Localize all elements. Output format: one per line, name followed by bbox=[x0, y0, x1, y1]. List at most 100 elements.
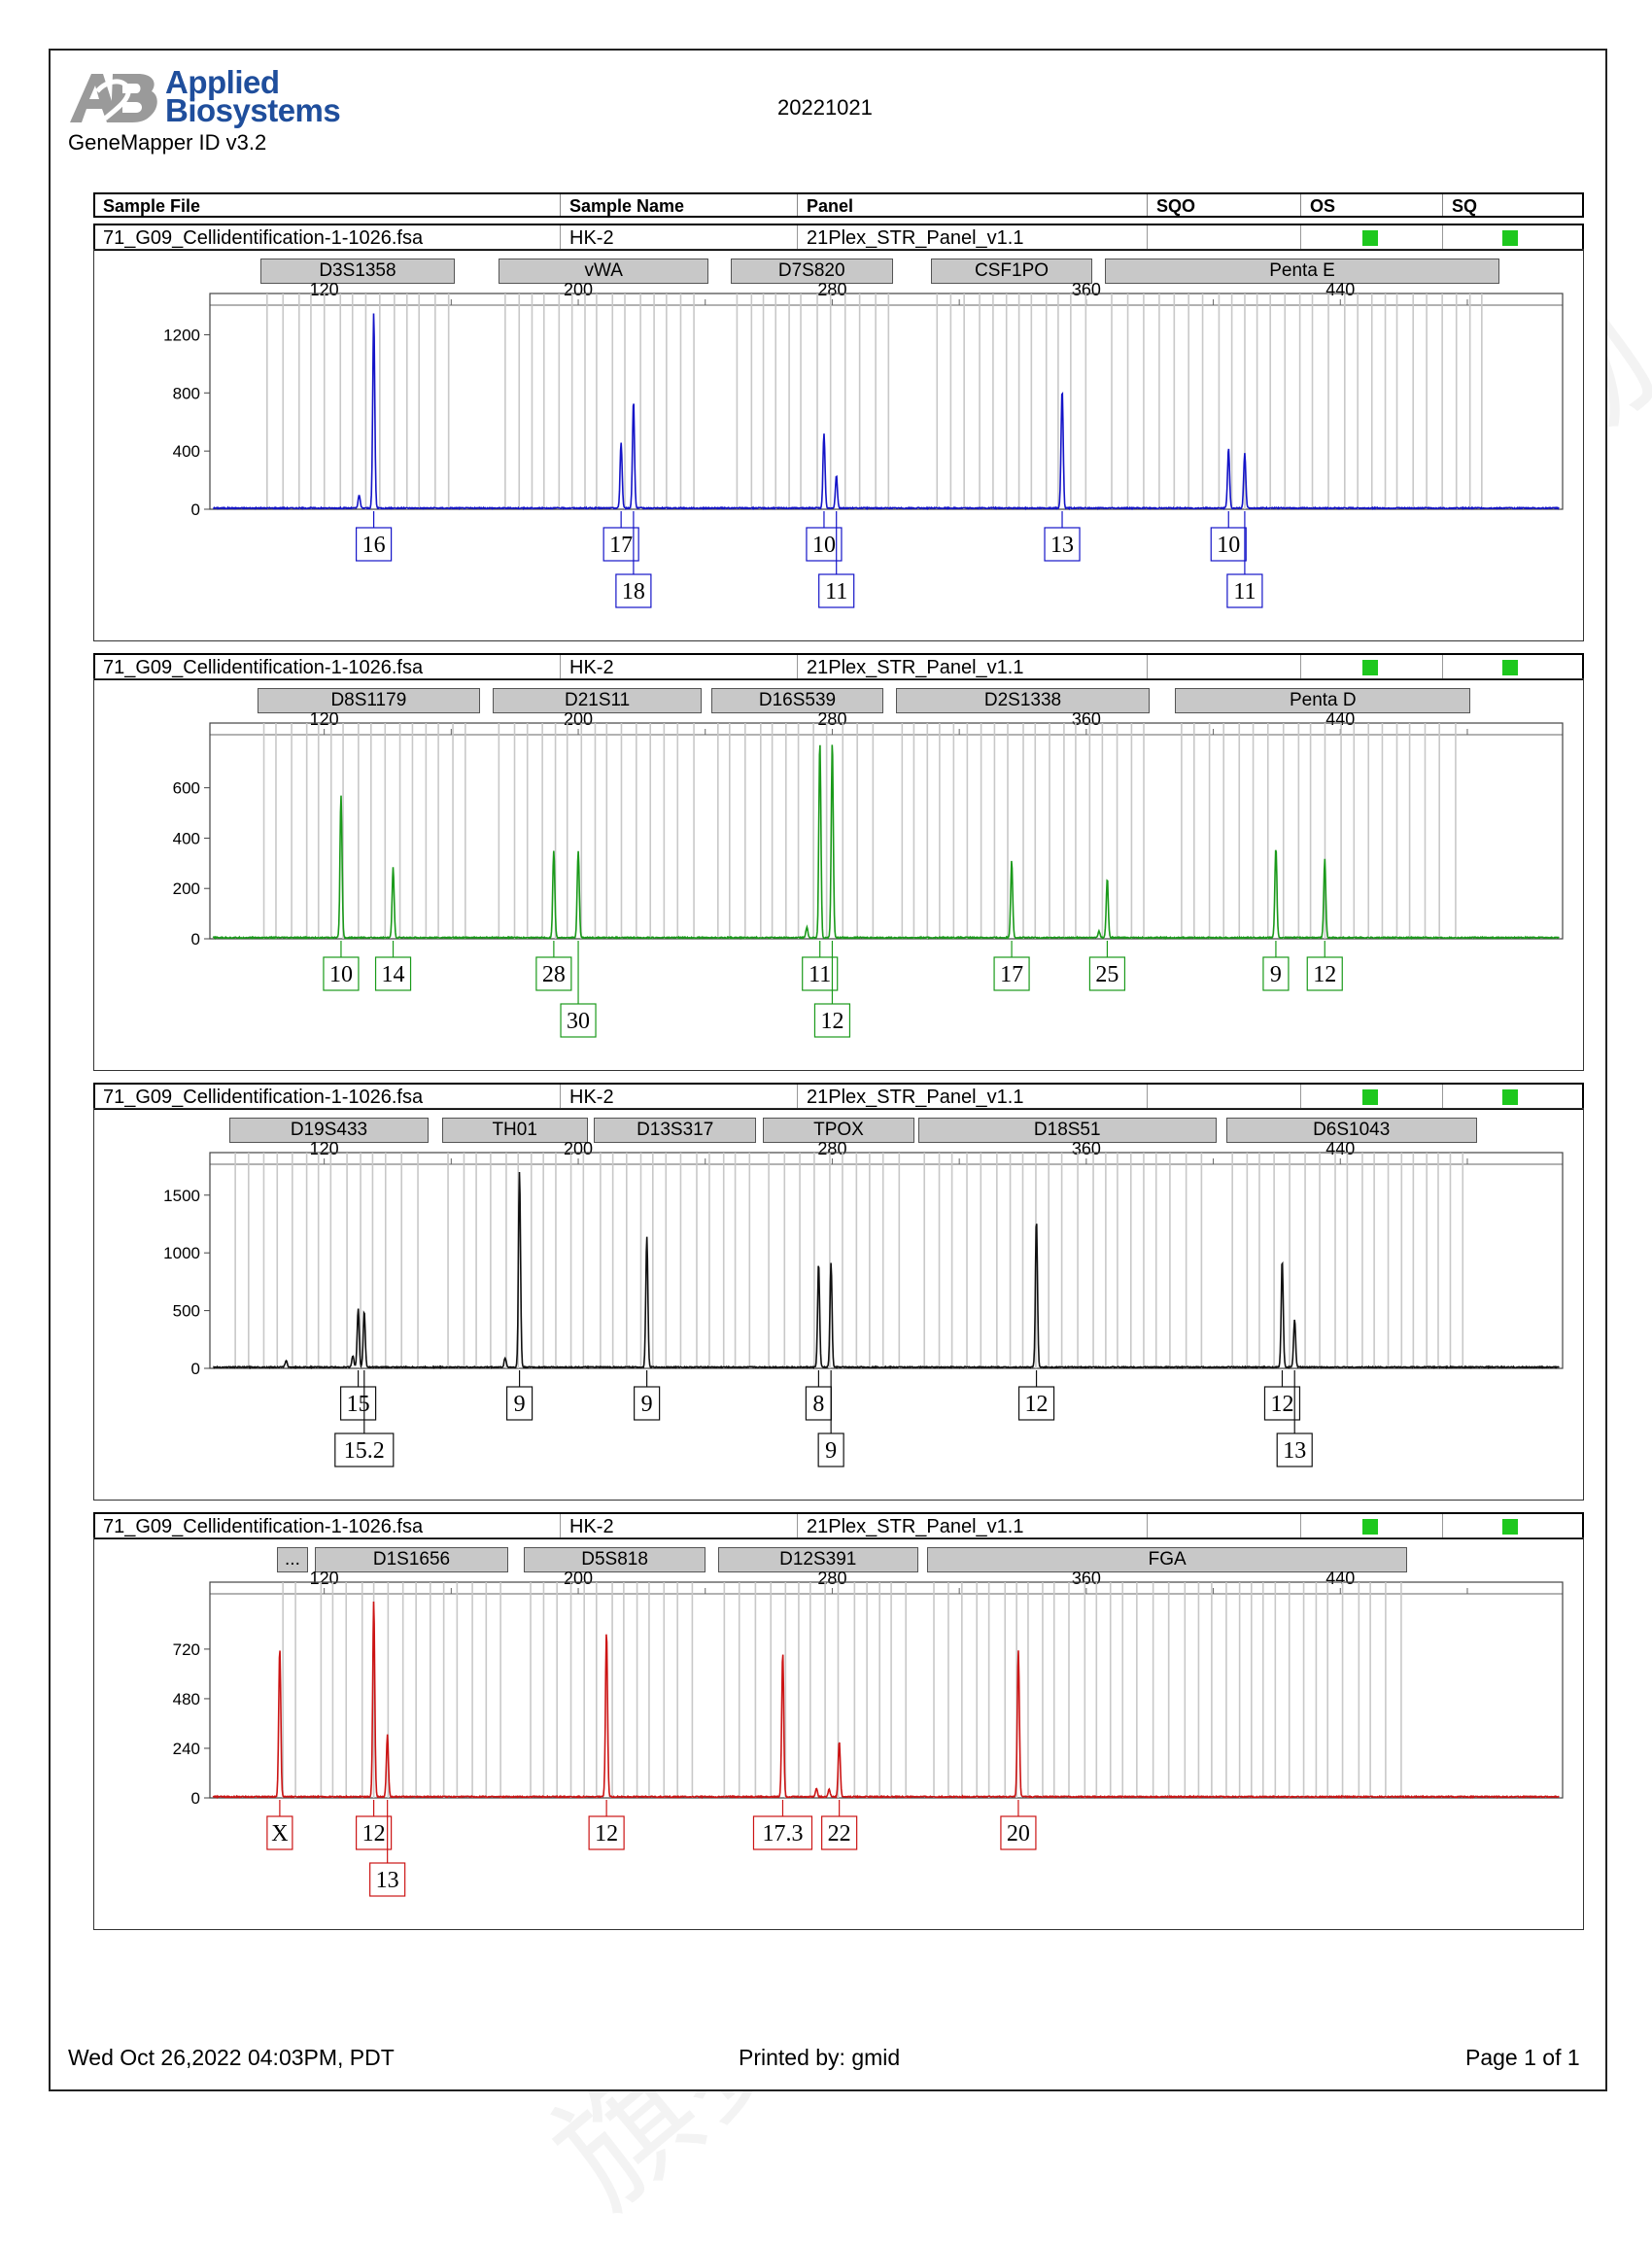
column-sample-name: Sample Name bbox=[569, 196, 685, 216]
y-tick-label: 800 bbox=[173, 384, 200, 402]
allele-call-box bbox=[588, 1815, 625, 1850]
allele-call-label: 12 bbox=[820, 1009, 843, 1034]
allele-call-label: X bbox=[271, 1821, 288, 1846]
column-panel: Panel bbox=[807, 196, 854, 216]
locus-label: D3S1358 bbox=[260, 259, 455, 284]
x-tick-label: 280 bbox=[817, 1139, 846, 1158]
electropherogram-plot: 120 200 280 360 440 0 400 800 1200 16 17 18 10 11 13 10… bbox=[163, 280, 1564, 608]
y-tick-label: 600 bbox=[173, 779, 200, 798]
allele-call-box bbox=[1017, 1386, 1055, 1421]
y-tick-label: 1200 bbox=[163, 326, 200, 344]
locus-label: vWA bbox=[499, 259, 708, 284]
column-sq: SQ bbox=[1452, 196, 1478, 216]
x-tick-label: 120 bbox=[310, 1569, 339, 1588]
print-date: Wed Oct 26,2022 04:03PM, PDT bbox=[68, 2045, 395, 2070]
locus-label: D2S1338 bbox=[895, 688, 1151, 713]
column-header-row: Sample File Sample Name Panel SQO OS SQ bbox=[93, 192, 1584, 218]
allele-call-box bbox=[1210, 527, 1247, 562]
software-version: GeneMapper ID v3.2 bbox=[68, 130, 267, 155]
allele-call-box bbox=[1000, 1815, 1037, 1850]
panel-body bbox=[93, 1108, 1584, 1501]
panel-body bbox=[93, 1537, 1584, 1930]
sample-row: 71_G09_Cellidentification-1-1026.fsa HK-2… bbox=[93, 1083, 1584, 1110]
sq-flag bbox=[1502, 1089, 1518, 1105]
allele-call-box bbox=[560, 1003, 597, 1038]
allele-call-label: 10 bbox=[329, 962, 353, 987]
allele-call-box bbox=[752, 1815, 813, 1850]
sample-row: 71_G09_Cellidentification-1-1026.fsa HK-2… bbox=[93, 224, 1584, 251]
allele-call-box bbox=[374, 956, 412, 991]
locus-label: D12S391 bbox=[717, 1547, 918, 1572]
y-tick-label: 0 bbox=[191, 1789, 200, 1808]
panel-name-value: 21Plex_STR_Panel_v1.1 bbox=[807, 657, 1024, 678]
allele-call-label: 25 bbox=[1095, 962, 1119, 987]
y-tick-label: 400 bbox=[173, 829, 200, 847]
locus-label: D7S820 bbox=[730, 259, 893, 284]
locus-label: D6S1043 bbox=[1225, 1118, 1477, 1143]
panel-name-value: 21Plex_STR_Panel_v1.1 bbox=[807, 227, 1024, 249]
locus-label: D13S317 bbox=[594, 1118, 757, 1143]
dye-panel-black: 71_G09_Cellidentification-1-1026.fsa HK-2… bbox=[93, 1083, 1584, 1501]
column-os: OS bbox=[1310, 196, 1336, 216]
column-sample-file: Sample File bbox=[103, 196, 201, 216]
allele-call-box bbox=[806, 527, 843, 562]
dye-panel-red: 71_G09_Cellidentification-1-1026.fsa HK-2… bbox=[93, 1512, 1584, 1930]
x-tick-label: 200 bbox=[564, 709, 593, 729]
sq-flag bbox=[1502, 1519, 1518, 1535]
allele-call-box bbox=[817, 1432, 844, 1467]
page-number: Page 1 of 1 bbox=[1465, 2045, 1580, 2070]
sq-flag bbox=[1502, 660, 1518, 675]
sample-file-value: 71_G09_Cellidentification-1-1026.fsa bbox=[103, 227, 424, 249]
x-tick-label: 120 bbox=[310, 1139, 339, 1158]
allele-call-box bbox=[1306, 956, 1343, 991]
y-tick-label: 480 bbox=[173, 1690, 200, 1708]
sq-flag bbox=[1502, 230, 1518, 246]
x-tick-label: 120 bbox=[310, 709, 339, 729]
allele-call-box bbox=[615, 573, 652, 608]
x-tick-label: 360 bbox=[1072, 280, 1101, 299]
allele-call-label: 20 bbox=[1007, 1821, 1030, 1846]
locus-label: Penta E bbox=[1105, 259, 1499, 284]
sample-name-value: HK-2 bbox=[569, 227, 614, 249]
allele-call-box bbox=[634, 1386, 661, 1421]
allele-call-label: 13 bbox=[376, 1868, 399, 1893]
electropherogram-plot: 120 200 280 360 440 0 240 480 720 X 12 13 12 17.3 22 20 bbox=[173, 1569, 1564, 1897]
sample-name-value: HK-2 bbox=[569, 1516, 614, 1537]
allele-call-box bbox=[334, 1432, 395, 1467]
dye-trace bbox=[213, 313, 1560, 511]
allele-call-label: 17.3 bbox=[762, 1821, 803, 1846]
locus-label: D21S11 bbox=[492, 688, 703, 713]
allele-call-label: 9 bbox=[825, 1438, 837, 1464]
allele-call-label: 14 bbox=[382, 962, 405, 987]
allele-call-label: 9 bbox=[514, 1392, 526, 1417]
os-flag bbox=[1362, 1089, 1378, 1105]
sample-file-value: 71_G09_Cellidentification-1-1026.fsa bbox=[103, 1087, 424, 1108]
x-tick-label: 280 bbox=[817, 280, 846, 299]
allele-call-label: 12 bbox=[1313, 962, 1336, 987]
allele-call-box bbox=[356, 1815, 393, 1850]
allele-call-label: 15 bbox=[347, 1392, 370, 1417]
allele-call-box bbox=[1262, 956, 1290, 991]
allele-call-box bbox=[818, 573, 855, 608]
x-tick-label: 280 bbox=[817, 709, 846, 729]
y-tick-label: 200 bbox=[173, 880, 200, 898]
locus-label: TH01 bbox=[441, 1118, 588, 1143]
locus-label: D5S818 bbox=[524, 1547, 706, 1572]
allele-call-label: 13 bbox=[1283, 1438, 1306, 1464]
allele-call-box bbox=[1226, 573, 1263, 608]
allele-call-box bbox=[1276, 1432, 1313, 1467]
panel-name-value: 21Plex_STR_Panel_v1.1 bbox=[807, 1087, 1024, 1108]
sample-name-value: HK-2 bbox=[569, 657, 614, 678]
logo-line-applied: Applied bbox=[165, 64, 280, 100]
locus-label: D8S1179 bbox=[258, 688, 480, 713]
locus-label: TPOX bbox=[762, 1118, 915, 1143]
x-tick-label: 120 bbox=[310, 280, 339, 299]
allele-call-label: 12 bbox=[595, 1821, 618, 1846]
y-tick-label: 500 bbox=[173, 1302, 200, 1321]
panel-name-value: 21Plex_STR_Panel_v1.1 bbox=[807, 1516, 1024, 1537]
locus-label: FGA bbox=[927, 1547, 1407, 1572]
os-flag bbox=[1362, 660, 1378, 675]
allele-call-label: 12 bbox=[1025, 1392, 1049, 1417]
allele-call-label: 11 bbox=[825, 579, 847, 604]
